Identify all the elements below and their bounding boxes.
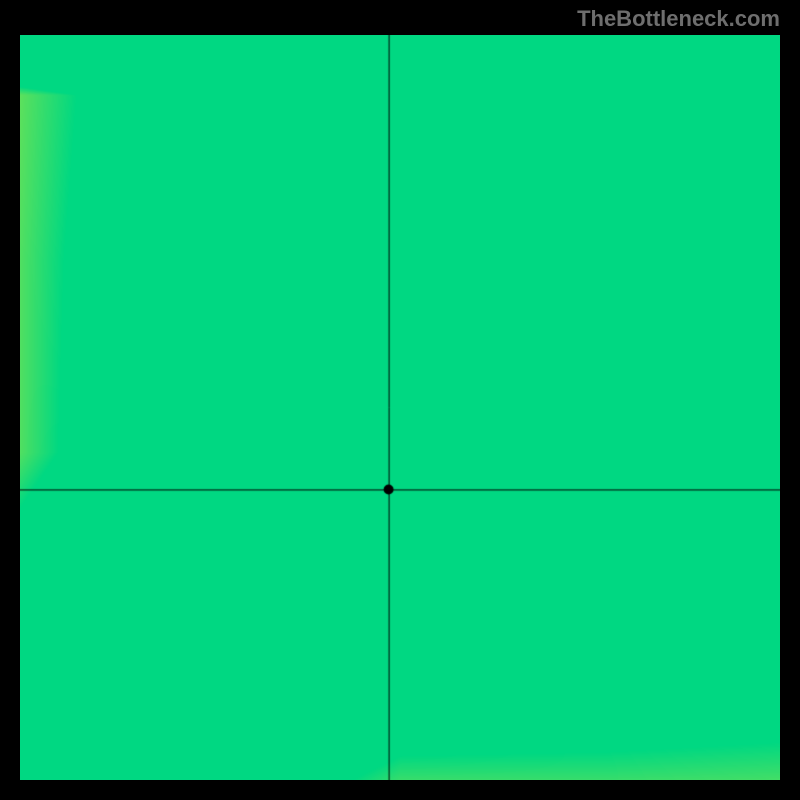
plot-area xyxy=(20,35,780,780)
attribution-label: TheBottleneck.com xyxy=(577,6,780,32)
heatmap-canvas xyxy=(20,35,780,780)
chart-container: TheBottleneck.com xyxy=(0,0,800,800)
